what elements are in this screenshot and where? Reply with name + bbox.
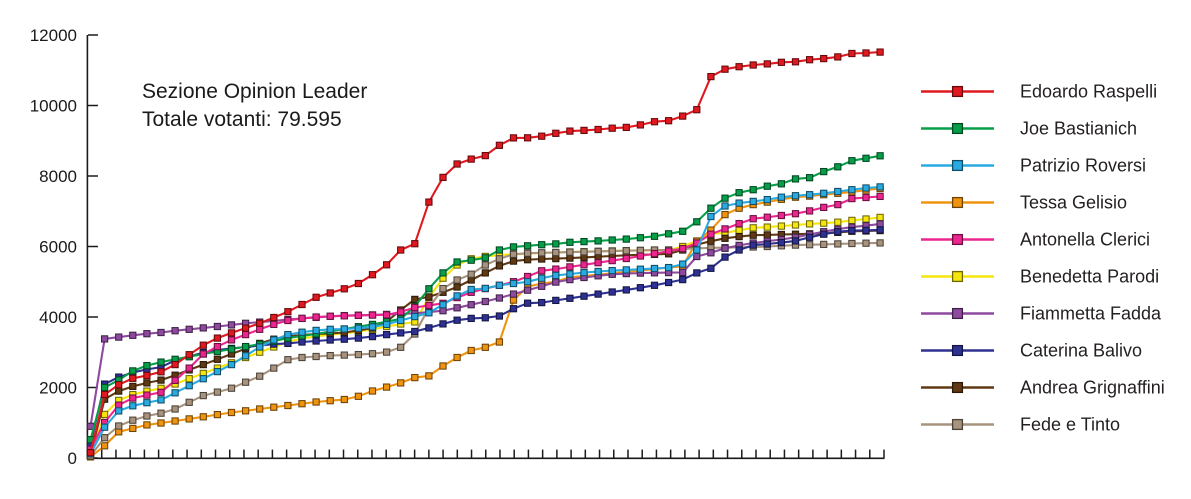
svg-text:4000: 4000: [39, 308, 77, 327]
svg-text:Edoardo Raspelli: Edoardo Raspelli: [1020, 82, 1157, 102]
svg-text:Fiammetta Fadda: Fiammetta Fadda: [1020, 304, 1162, 324]
svg-text:Benedetta Parodi: Benedetta Parodi: [1020, 267, 1159, 287]
svg-text:6000: 6000: [39, 238, 77, 257]
svg-text:12000: 12000: [30, 26, 77, 45]
svg-text:Caterina Balivo: Caterina Balivo: [1020, 341, 1142, 361]
svg-text:Andrea Grignaffini: Andrea Grignaffini: [1020, 378, 1165, 398]
svg-text:Antonella Clerici: Antonella Clerici: [1020, 230, 1150, 250]
svg-text:0: 0: [68, 449, 77, 468]
svg-text:2000: 2000: [39, 379, 77, 398]
svg-text:8000: 8000: [39, 167, 77, 186]
svg-text:Patrizio Roversi: Patrizio Roversi: [1020, 156, 1146, 176]
svg-text:Totale votanti: 79.595: Totale votanti: 79.595: [142, 108, 342, 131]
svg-text:10000: 10000: [30, 97, 77, 116]
svg-text:Joe Bastianich: Joe Bastianich: [1020, 119, 1137, 139]
svg-text:Fede e Tinto: Fede e Tinto: [1020, 415, 1120, 435]
svg-text:Tessa Gelisio: Tessa Gelisio: [1020, 193, 1127, 213]
svg-text:Sezione Opinion Leader: Sezione Opinion Leader: [142, 80, 367, 103]
